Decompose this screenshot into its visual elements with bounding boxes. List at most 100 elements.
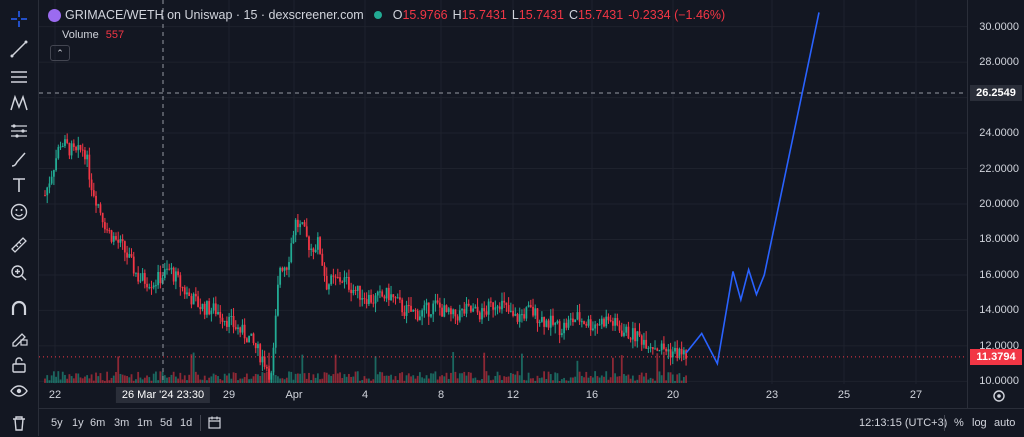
horizontal-lines-icon[interactable]: [5, 64, 33, 90]
candle-body: [186, 292, 188, 295]
candle-body: [592, 328, 594, 331]
log-toggle[interactable]: log: [972, 417, 987, 429]
candle-body: [600, 318, 603, 325]
price-tick: 18.0000: [979, 233, 1019, 246]
candle-body: [157, 272, 160, 286]
trend-line-icon[interactable]: [5, 36, 33, 62]
volume-bar: [680, 380, 683, 383]
volume-bar: [498, 375, 501, 383]
range-1m-button[interactable]: 1m: [137, 417, 153, 429]
clock-readout[interactable]: 12:13:15 (UTC+3): [859, 417, 948, 429]
candle-body: [399, 297, 401, 300]
volume-bar: [48, 380, 51, 383]
candle-body: [430, 314, 432, 317]
volume-bar: [210, 376, 213, 383]
volume-bar: [443, 376, 446, 383]
volume-bar: [339, 372, 341, 383]
volume-bar: [580, 375, 583, 383]
calendar-icon[interactable]: [207, 415, 222, 430]
chart-overlay: [39, 0, 967, 384]
candle-body: [607, 316, 610, 321]
emoji-icon[interactable]: [5, 199, 33, 225]
volume-bar: [190, 354, 193, 383]
candle-body: [472, 308, 475, 312]
ruler-icon[interactable]: [5, 232, 33, 258]
candle-body: [57, 147, 60, 159]
price-tick: 10.0000: [979, 375, 1019, 388]
text-icon[interactable]: [5, 172, 33, 198]
volume-bar: [334, 354, 337, 383]
volume-bar: [583, 377, 585, 383]
volume-bar: [206, 380, 208, 383]
candle-body: [88, 154, 91, 180]
candle-body: [623, 332, 625, 336]
candle-body: [314, 249, 317, 253]
trash-icon[interactable]: [5, 410, 33, 436]
lock-icon[interactable]: [5, 352, 33, 378]
volume-bar: [132, 380, 135, 383]
volume-bar: [277, 376, 279, 383]
candle-body: [188, 292, 191, 297]
candle-body: [392, 294, 395, 298]
lock-drawing-icon[interactable]: [5, 324, 33, 350]
candle-body: [407, 305, 410, 307]
zoom-in-icon[interactable]: [5, 260, 33, 286]
volume-bar: [538, 378, 541, 383]
candle-body: [498, 306, 501, 310]
time-tick: 20: [666, 389, 680, 401]
brush-icon[interactable]: [5, 146, 33, 172]
candle-body: [410, 305, 412, 312]
candle-body: [159, 272, 162, 284]
candle-body: [210, 310, 213, 315]
volume-bar: [523, 379, 526, 383]
eye-icon[interactable]: [5, 378, 33, 404]
price-axis[interactable]: 30.0000 28.0000 26.2549 24.0000 22.0000 20.00…: [967, 0, 1024, 408]
volume-bar: [135, 379, 137, 383]
candle-body: [263, 356, 266, 367]
volume-bar: [399, 373, 401, 383]
volume-bar: [572, 377, 574, 383]
volume-bar: [316, 373, 319, 383]
volume-bar: [166, 377, 168, 383]
pattern-icon[interactable]: [5, 90, 33, 116]
candle-body: [416, 310, 419, 321]
candle-body: [212, 303, 215, 311]
time-axis[interactable]: 26 Mar '24 23:30 22 29 Apr 4 8 12 16 20 23 25 27: [39, 384, 967, 408]
volume-bar: [418, 372, 421, 383]
candle-body: [569, 318, 572, 320]
magnet-icon[interactable]: [5, 296, 33, 322]
volume-bar: [283, 379, 286, 383]
volume-bar: [547, 371, 550, 383]
candle-body: [489, 301, 492, 303]
volume-bar: [108, 380, 111, 383]
crosshair-icon[interactable]: [5, 6, 33, 32]
range-1y-button[interactable]: 1y: [72, 417, 84, 429]
range-6m-button[interactable]: 6m: [90, 417, 106, 429]
collapse-legend-button[interactable]: ⌃: [50, 45, 70, 61]
percent-toggle[interactable]: %: [954, 417, 964, 429]
volume-bar: [290, 371, 293, 383]
symbol-title[interactable]: GRIMACE/WETH on Uniswap · 15 · dexscreen…: [65, 8, 364, 22]
range-5y-button[interactable]: 5y: [51, 417, 63, 429]
candle-body: [574, 319, 577, 323]
volume-bar: [503, 376, 506, 383]
range-3m-button[interactable]: 3m: [114, 417, 130, 429]
volume-bar: [110, 377, 113, 383]
volume-bar: [656, 353, 659, 383]
volume-bar: [640, 372, 643, 383]
candle-body: [443, 305, 446, 317]
price-chart[interactable]: [39, 0, 967, 408]
settings-icon[interactable]: [992, 389, 1006, 403]
range-5d-button[interactable]: 5d: [160, 417, 173, 429]
volume-bar: [543, 371, 546, 383]
volume-bar: [328, 374, 330, 383]
candle-body: [654, 348, 656, 350]
fib-icon[interactable]: [5, 118, 33, 144]
range-1d-button[interactable]: 1d: [180, 417, 193, 429]
auto-toggle[interactable]: auto: [994, 417, 1016, 429]
candle-body: [483, 308, 486, 312]
volume-bar: [343, 374, 346, 383]
volume-bar: [516, 371, 519, 383]
time-tick: 16: [585, 389, 599, 401]
candle-body: [636, 331, 639, 342]
